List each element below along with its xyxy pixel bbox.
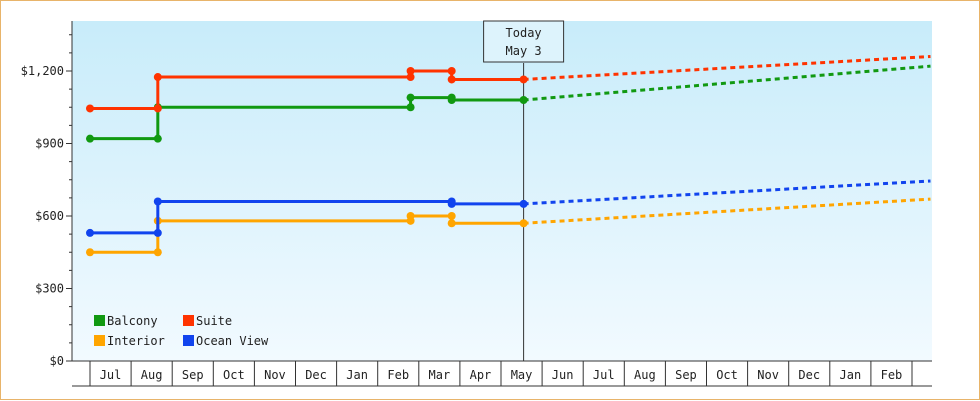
data-point-suite [447,75,456,84]
x-tick-label: Apr [470,368,492,382]
today-marker: Today May 3 [483,20,565,361]
data-point-balcony [447,96,456,104]
today-box [483,20,565,63]
legend-swatch-balcony [94,315,105,326]
data-point-suite [153,73,162,82]
data-point-interior [447,212,456,220]
data-point-ocean-view [153,197,162,206]
x-axis: Jul Aug Sep Oct Nov Dec Jan Feb Mar Apr May Jun Jul A… [72,360,932,387]
x-tick-label: Dec [798,368,820,382]
data-point-interior [447,219,456,228]
data-point-balcony [406,93,415,102]
x-tick-label: Mar [429,368,451,382]
data-point-balcony [519,96,528,104]
x-tick-label: Sep [182,368,204,382]
y-tick-label: $900 [35,137,64,151]
data-point-balcony [406,103,415,112]
x-tick-label: May [511,368,533,382]
data-point-ocean-view [153,228,162,237]
today-date: May 3 [506,44,542,58]
data-point-suite [519,75,528,84]
data-point-suite [153,104,162,113]
series-line-ocean-view [90,200,524,235]
legend-swatch-interior [94,335,105,346]
legend-label-interior: Interior [107,334,165,348]
series-projection-ocean-view [523,179,931,206]
x-tick-label: Jan [840,368,862,382]
data-point-ocean-view [447,199,456,208]
data-point-interior [86,248,94,257]
data-point-suite [406,67,415,75]
data-point-interior [406,212,415,220]
y-tick-label: $600 [35,209,64,223]
legend: Balcony Suite Interior Ocean View [94,314,269,348]
data-point-ocean-view [86,228,94,237]
data-point-ocean-view [519,199,528,208]
x-tick-label: Oct [223,368,245,382]
x-tick-label: Nov [757,368,779,382]
series-suite [86,55,931,113]
x-tick-label: Jul [593,368,615,382]
plot-background [72,21,932,361]
x-tick-label: Oct [716,368,738,382]
x-tick-label: Feb [387,368,409,382]
legend-label-suite: Suite [196,314,232,328]
legend-label-balcony: Balcony [107,314,158,328]
y-tick-label: $0 [50,354,64,368]
series-projection-suite [523,55,931,81]
series-layer [86,55,931,257]
data-point-suite [447,67,456,75]
data-point-suite [86,104,94,113]
series-ocean-view [86,179,931,237]
x-tick-label: Feb [881,368,903,382]
series-projection-interior [523,197,931,225]
data-point-balcony [153,134,162,143]
x-tick-label: Aug [634,368,656,382]
x-tick-label: Jun [552,368,574,382]
x-tick-label: Jul [100,368,122,382]
data-point-balcony [86,134,94,143]
x-tick-label: Sep [675,368,697,382]
series-interior [86,197,931,257]
legend-label-ocean-view: Ocean View [196,334,269,348]
data-point-interior [519,219,528,228]
legend-swatch-ocean-view [183,335,194,346]
x-tick-label: Aug [141,368,163,382]
x-tick-label: Jan [346,368,368,382]
legend-swatch-suite [183,315,194,326]
y-tick-label: $300 [35,282,64,296]
data-point-suite [406,73,415,82]
data-point-interior [153,248,162,257]
x-tick-label: Nov [264,368,286,382]
y-tick-label: $1,200 [21,64,64,78]
today-label: Today [506,26,542,40]
x-tick-label: Dec [305,368,327,382]
y-axis: $0 $300 $600 $900 $1,200 [21,21,73,368]
